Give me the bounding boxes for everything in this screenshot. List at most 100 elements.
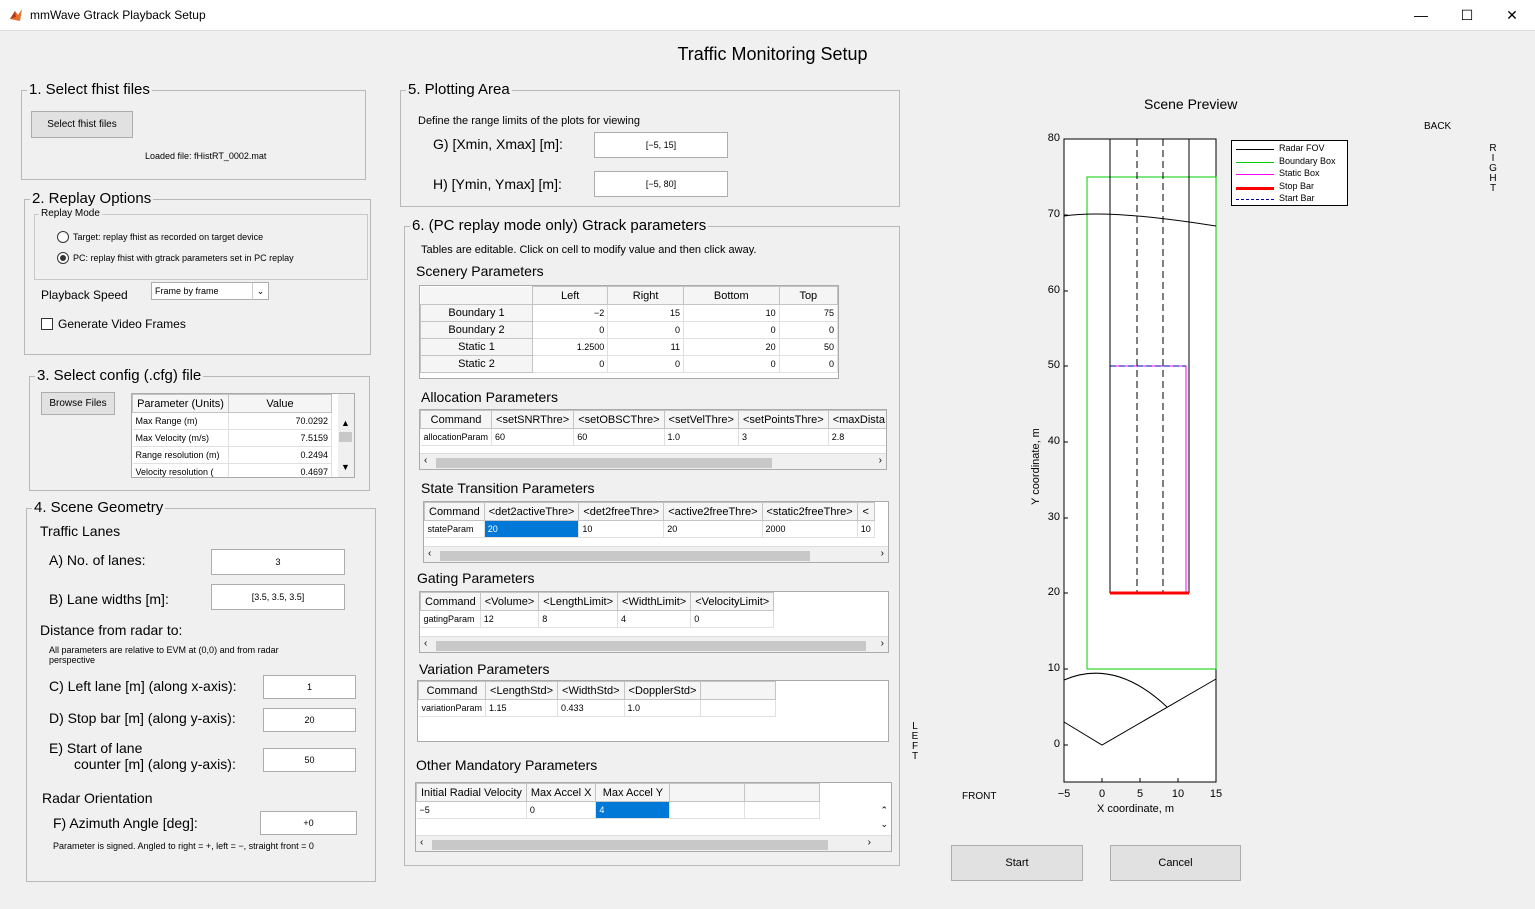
- scroll-thumb[interactable]: [432, 840, 828, 850]
- scroll-thumb[interactable]: [436, 458, 772, 468]
- gating-cell[interactable]: 12: [480, 610, 540, 628]
- scenery-table[interactable]: Left Right Bottom Top Boundary 1 −2 15 1…: [419, 285, 839, 379]
- config-cell[interactable]: 70.0292: [228, 412, 332, 430]
- minimize-button[interactable]: —: [1414, 7, 1428, 23]
- config-cell[interactable]: Max Velocity (m/s): [132, 429, 229, 447]
- scenery-cell[interactable]: 0: [683, 355, 780, 373]
- lane-widths-input[interactable]: [3.5, 3.5, 3.5]: [211, 584, 345, 610]
- stop-bar-input[interactable]: 20: [263, 708, 356, 732]
- start-button[interactable]: Start: [951, 845, 1083, 881]
- scroll-down-icon[interactable]: ▼: [341, 462, 350, 472]
- scroll-left-icon[interactable]: ‹: [420, 837, 424, 848]
- browse-files-button[interactable]: Browse Files: [41, 392, 115, 415]
- scroll-down-icon[interactable]: ⌄: [880, 819, 888, 829]
- scroll-left-icon[interactable]: ‹: [424, 638, 428, 649]
- scroll-thumb[interactable]: [436, 641, 866, 651]
- other-cell[interactable]: 0: [526, 801, 597, 819]
- scenery-cell[interactable]: 75: [779, 304, 838, 322]
- config-cell[interactable]: Max Range (m): [132, 412, 229, 430]
- state-cell[interactable]: 10: [857, 520, 875, 538]
- variation-cell[interactable]: 1.0: [624, 699, 702, 717]
- state-cell[interactable]: 20: [663, 520, 763, 538]
- config-cell[interactable]: 0.4697: [228, 463, 332, 477]
- scroll-left-icon[interactable]: ‹: [428, 548, 432, 559]
- scenery-cell[interactable]: 15: [607, 304, 684, 322]
- other-hscrollbar[interactable]: ‹ ›: [416, 835, 891, 851]
- scenery-cell[interactable]: 0: [683, 321, 780, 339]
- config-cell[interactable]: 7.5159: [228, 429, 332, 447]
- scroll-up-icon[interactable]: ▲: [341, 418, 350, 428]
- other-cell-selected[interactable]: 4: [595, 801, 671, 819]
- allocation-table[interactable]: Command <setSNRThre> <setOBSCThre> <setV…: [419, 409, 887, 470]
- gating-cell[interactable]: 4: [617, 610, 692, 628]
- azimuth-input[interactable]: +0: [260, 811, 357, 835]
- allocation-cell[interactable]: 60: [491, 428, 575, 446]
- state-cell[interactable]: 10: [578, 520, 665, 538]
- config-cell[interactable]: Range resolution (m): [132, 446, 229, 464]
- playback-speed-select[interactable]: Frame by frame ⌄: [151, 282, 269, 300]
- maximize-button[interactable]: ☐: [1460, 7, 1474, 23]
- radio-pc[interactable]: [57, 252, 69, 264]
- allocation-cell[interactable]: 2.8: [828, 428, 886, 446]
- variation-empty-cell[interactable]: [700, 699, 777, 717]
- scenery-cell[interactable]: 11: [607, 338, 684, 356]
- state-cell-selected[interactable]: 20: [484, 520, 580, 538]
- gating-col-header: <LengthLimit>: [538, 592, 619, 611]
- variation-cell[interactable]: 1.15: [485, 699, 559, 717]
- scenery-cell[interactable]: 0: [779, 321, 838, 339]
- config-table-scrollbar[interactable]: ▲ ▼: [338, 394, 354, 477]
- allocation-cell[interactable]: 1.0: [664, 428, 739, 446]
- generate-video-checkbox[interactable]: [41, 318, 53, 330]
- gating-cell[interactable]: 8: [538, 610, 619, 628]
- gating-cell[interactable]: 0: [690, 610, 775, 628]
- state-table[interactable]: Command <det2activeThre> <det2freeThre> …: [423, 501, 889, 563]
- left-lane-input[interactable]: 1: [263, 675, 356, 699]
- radio-target[interactable]: [57, 231, 69, 243]
- state-cell[interactable]: 2000: [762, 520, 858, 538]
- scenery-cell[interactable]: 10: [683, 304, 780, 322]
- config-cell[interactable]: Velocity resolution (: [132, 463, 229, 477]
- gating-hscrollbar[interactable]: ‹ ›: [420, 636, 888, 652]
- config-table[interactable]: Parameter (Units) Value Max Range (m) 70.…: [131, 393, 355, 478]
- config-cell[interactable]: 0.2494: [228, 446, 332, 464]
- scroll-right-icon[interactable]: ›: [880, 548, 884, 559]
- other-empty-cell[interactable]: [669, 801, 746, 819]
- other-cell[interactable]: −5: [416, 801, 527, 819]
- scenery-cell[interactable]: 0: [532, 355, 609, 373]
- allocation-cell[interactable]: allocationParam: [420, 428, 493, 446]
- lanes-count-input[interactable]: 3: [211, 549, 345, 575]
- scenery-cell[interactable]: 50: [779, 338, 838, 356]
- variation-cell[interactable]: 0.433: [557, 699, 625, 717]
- allocation-hscrollbar[interactable]: ‹ ›: [420, 453, 886, 469]
- scenery-cell[interactable]: 20: [683, 338, 780, 356]
- scroll-right-icon[interactable]: ›: [880, 638, 884, 649]
- scroll-right-icon[interactable]: ›: [867, 837, 871, 848]
- scenery-cell[interactable]: 0: [607, 321, 684, 339]
- scroll-up-icon[interactable]: ⌃: [880, 805, 888, 815]
- scroll-thumb[interactable]: [339, 432, 352, 442]
- other-table[interactable]: Initial Radial Velocity Max Accel X Max …: [415, 782, 892, 852]
- state-hscrollbar[interactable]: ‹ ›: [424, 546, 888, 562]
- close-button[interactable]: ✕: [1506, 7, 1518, 23]
- scroll-right-icon[interactable]: ›: [878, 455, 882, 466]
- scroll-left-icon[interactable]: ‹: [424, 455, 428, 466]
- start-lane-input[interactable]: 50: [263, 748, 356, 772]
- gating-cell[interactable]: gatingParam: [420, 610, 481, 628]
- gating-table[interactable]: Command <Volume> <LengthLimit> <WidthLim…: [419, 591, 889, 653]
- other-empty-cell[interactable]: [744, 801, 821, 819]
- allocation-cell[interactable]: 60: [573, 428, 665, 446]
- cancel-button[interactable]: Cancel: [1110, 845, 1241, 881]
- allocation-cell[interactable]: 3: [738, 428, 829, 446]
- x-range-input[interactable]: [−5, 15]: [594, 132, 728, 158]
- variation-cell[interactable]: variationParam: [418, 699, 487, 717]
- scenery-cell[interactable]: 0: [779, 355, 838, 373]
- state-cell[interactable]: stateParam: [424, 520, 485, 538]
- scenery-cell[interactable]: 1.2500: [532, 338, 609, 356]
- y-range-input[interactable]: [−5, 80]: [594, 171, 728, 197]
- select-fhist-button[interactable]: Select fhist files: [31, 111, 133, 138]
- scenery-cell[interactable]: 0: [607, 355, 684, 373]
- scroll-thumb[interactable]: [440, 551, 810, 561]
- variation-table[interactable]: Command <LengthStd> <WidthStd> <DopplerS…: [417, 680, 889, 742]
- scenery-cell[interactable]: −2: [532, 304, 609, 322]
- scenery-cell[interactable]: 0: [532, 321, 609, 339]
